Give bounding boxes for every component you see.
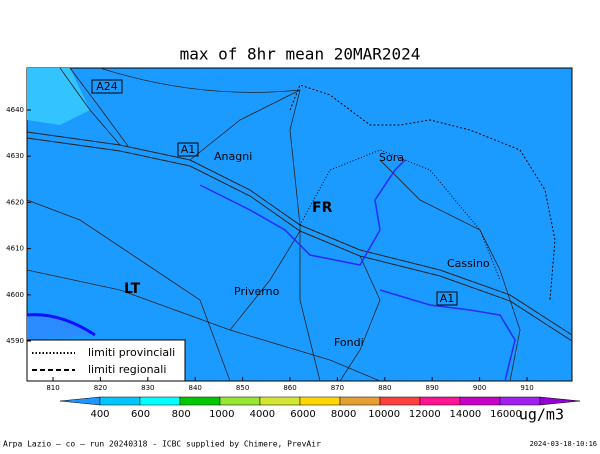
light-area xyxy=(27,68,90,125)
x-tick-label: 850 xyxy=(236,384,249,392)
colorbar-label: 14000 xyxy=(449,409,481,420)
map: A24 A1 Anagni Sora FR Cassino LT Privern… xyxy=(26,67,573,382)
place-label: A24 xyxy=(96,80,118,93)
colorbar-end xyxy=(59,396,101,406)
colorbar-label: 6000 xyxy=(290,409,315,420)
colorbar-segment xyxy=(219,396,261,406)
footer-left: Arpa Lazio — co — run 20240318 - ICBC su… xyxy=(3,440,321,449)
colorbar-segment xyxy=(99,396,141,406)
x-tick-label: 810 xyxy=(46,384,59,392)
coast xyxy=(26,313,96,337)
y-tick-label: 4640 xyxy=(6,106,24,114)
colorbar-segment xyxy=(419,396,461,406)
place-label: Cassino xyxy=(447,257,490,270)
sea-area xyxy=(27,314,90,340)
x-tick-label: 830 xyxy=(141,384,154,392)
x-tick-label: 900 xyxy=(473,384,486,392)
y-tick-label: 4600 xyxy=(6,291,24,299)
colorbar-segment xyxy=(299,396,341,406)
y-tick-label: 4590 xyxy=(6,337,24,345)
colorbar-segment xyxy=(259,396,301,406)
place-label: Anagni xyxy=(214,150,252,163)
title: max of 8hr mean 20MAR2024 xyxy=(180,45,421,64)
colorbar-segment xyxy=(379,396,421,406)
place-label: Fondi xyxy=(334,336,364,349)
place-label: Sora xyxy=(379,151,404,164)
colorbar-segment xyxy=(459,396,501,406)
colorbar-label: 8000 xyxy=(331,409,356,420)
y-tick-label: 4610 xyxy=(6,245,24,253)
axis-ticks: 810 820 830 840 850 860 870 880 890 900 910 4640 463… xyxy=(6,106,534,392)
colorbar-label: 12000 xyxy=(409,409,441,420)
y-tick-label: 4630 xyxy=(6,152,24,160)
y-tick-label: 4620 xyxy=(6,198,24,206)
road-badge xyxy=(177,142,199,157)
colorbar-label: 1000 xyxy=(209,409,234,420)
colorbar-segment xyxy=(339,396,381,406)
colorbar-label: 4000 xyxy=(250,409,275,420)
colorbar-label: 16000 xyxy=(490,409,522,420)
colorbar: 400 600 800 1000 4000 6000 8000 10000 12000 14000… xyxy=(59,396,581,420)
place-labels: A24 A1 Anagni Sora FR Cassino LT Privern… xyxy=(91,79,490,349)
x-tick-label: 880 xyxy=(378,384,391,392)
legend-label: limiti provinciali xyxy=(88,346,175,359)
colorbar-segment xyxy=(179,396,221,406)
x-tick-label: 840 xyxy=(189,384,202,392)
x-tick-label: 890 xyxy=(426,384,439,392)
legend: limiti provinciali limiti regionali xyxy=(26,339,186,382)
x-tick-label: 860 xyxy=(283,384,296,392)
road-badge xyxy=(436,291,458,306)
colorbar-label: 400 xyxy=(90,409,109,420)
place-label: A1 xyxy=(181,143,196,156)
place-label: A1 xyxy=(440,292,455,305)
legend-label: limiti regionali xyxy=(88,363,166,376)
x-tick-label: 870 xyxy=(331,384,344,392)
colorbar-label: 600 xyxy=(131,409,150,420)
x-tick-label: 820 xyxy=(94,384,107,392)
colorbar-label: 10000 xyxy=(368,409,400,420)
colorbar-unit: ug/m3 xyxy=(519,406,564,424)
colorbar-segment xyxy=(499,396,541,406)
footer-right: 2024-03-18-10:16 xyxy=(530,440,597,448)
colorbar-segment xyxy=(139,396,181,406)
road-badge xyxy=(91,79,123,94)
regional-boundary xyxy=(289,84,556,301)
x-tick-label: 910 xyxy=(520,384,533,392)
colorbar-label: 800 xyxy=(172,409,191,420)
place-label: FR xyxy=(312,200,333,216)
place-label: LT xyxy=(124,281,141,297)
legend-box xyxy=(26,339,186,382)
place-label: Priverno xyxy=(234,285,280,298)
colorbar-end xyxy=(539,396,581,406)
